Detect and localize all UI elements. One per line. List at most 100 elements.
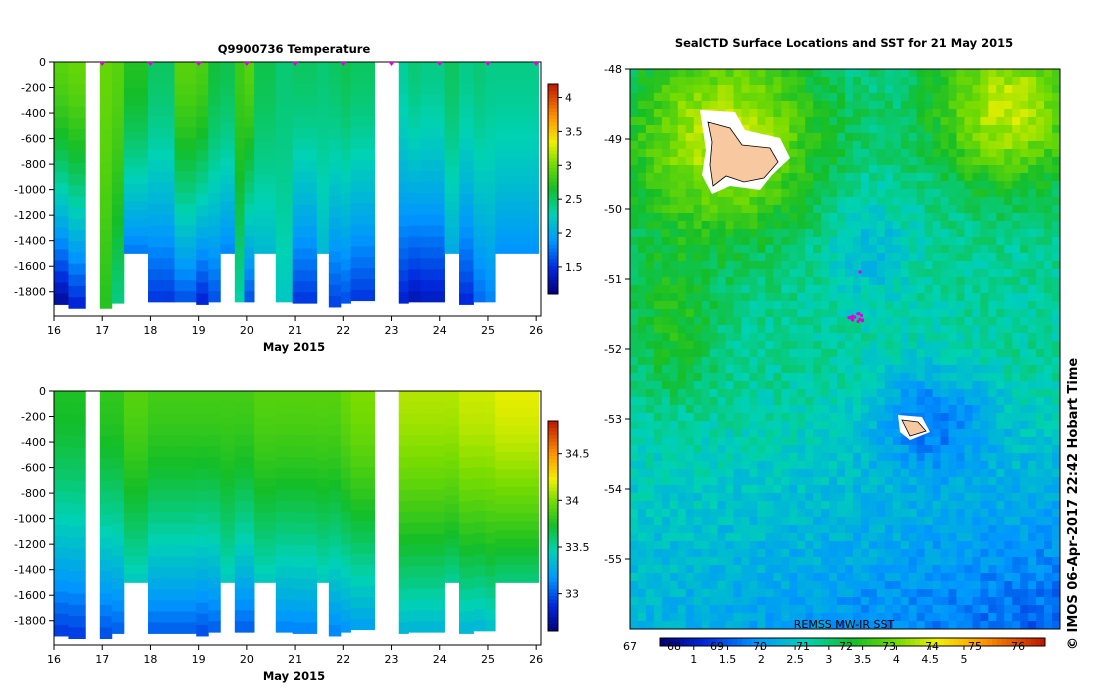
sst-cell [932,301,942,310]
sst-cell [717,445,727,454]
profile-cell [444,408,460,418]
sst-cell [940,397,950,406]
sst-cell [1052,317,1061,326]
profile-cell [244,72,255,85]
sst-cell [693,149,703,158]
sst-cell [717,413,727,422]
sst-cell [685,533,695,542]
sst-cell [916,317,926,326]
sst-cell [837,565,846,574]
sst-cell [661,469,671,478]
profile-cell [420,467,445,480]
sst-cell [741,301,750,310]
profile-cell [254,556,277,566]
profile-cell [473,127,486,139]
sst-cell [637,541,647,550]
sst-cell [645,429,655,438]
sst-cell [669,301,679,310]
sst-cell [964,365,973,374]
sst-cell [845,581,854,590]
sst-cell [1028,373,1037,382]
profile-cell [340,160,351,173]
sst-cell [924,461,934,470]
sst-cell [837,541,846,550]
sst-cell [653,117,663,126]
sst-cell [1036,429,1045,438]
sst-cell [630,493,639,502]
profile-cell [408,577,421,589]
profile-cell [292,567,318,579]
sst-cell [988,189,997,198]
sst-cell [749,509,758,518]
profile-cell [495,425,539,435]
sst-cell [868,269,878,278]
plot-frame [53,390,542,646]
profile-cell [420,566,445,578]
profile-cell [234,478,245,491]
profile-cell [208,401,221,414]
profile-cell [196,205,209,217]
profile-cell [148,446,175,458]
sst-cell [988,365,997,374]
sst-cell [765,517,774,526]
sst-cell [956,349,965,358]
sst-cell [1004,69,1013,78]
sst-cell [653,341,663,350]
profile-cell [54,161,69,173]
colorbar-swatch [548,424,558,429]
sst-cell [821,557,830,566]
profile-cell [54,457,69,470]
sst-cell [996,549,1005,558]
sst-cell [908,277,918,286]
sst-cell [996,109,1005,118]
sst-cell [821,453,830,462]
sst-cell [789,453,798,462]
profile-cell [340,94,351,107]
profile-cell [99,492,113,504]
profile-cell [123,96,149,106]
sst-cell [956,213,965,222]
sst-cell [693,565,703,574]
profile-cell [444,547,460,557]
sst-cell [765,461,774,470]
sst-cell [964,269,973,278]
profile-cell [473,565,486,577]
sst-cell [661,421,671,430]
sst-cell [669,549,679,558]
sst-cell [741,189,750,198]
sst-cell [972,141,981,150]
sst-cell [829,237,838,246]
sst-cell [837,229,846,238]
sst-cell [741,485,750,494]
sst-cell [637,189,647,198]
sst-cell [868,101,878,110]
sst-cell [757,253,766,262]
sst-cell [956,317,965,326]
sst-cell [733,85,742,94]
sst-cell [1012,501,1021,510]
profile-cell [99,140,113,152]
sst-cell [829,333,838,342]
profile-cell [495,521,539,531]
profile-cell [275,423,294,436]
profile-cell [328,457,342,470]
sst-cell [996,485,1005,494]
profile-cell [316,512,330,522]
sst-cell [797,117,806,126]
colorbar-tick-label: 34 [565,494,579,507]
profile-cell [495,105,539,115]
sst-cell [1012,365,1021,374]
colorbar-swatch [548,259,558,263]
y-tick-label: -1400 [14,564,46,577]
sst-cell [789,573,798,582]
profile-cell [459,622,474,634]
profile-cell [340,226,351,238]
profile-cell [54,271,69,283]
sst-cell [741,413,750,422]
sst-cell [693,469,703,478]
sst-cell [876,461,886,470]
sst-cell [932,349,942,358]
profile-cell [196,468,209,481]
sst-cell [916,269,926,278]
profile-cell [444,192,460,202]
